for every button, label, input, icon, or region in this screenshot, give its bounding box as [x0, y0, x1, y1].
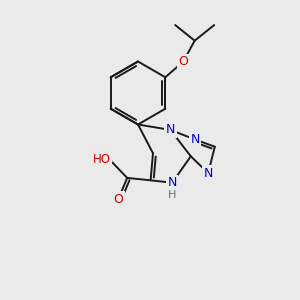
Text: N: N	[167, 176, 177, 189]
Text: N: N	[166, 123, 175, 136]
Text: O: O	[178, 55, 188, 68]
Text: O: O	[113, 193, 123, 206]
Text: HO: HO	[93, 153, 111, 166]
Text: N: N	[203, 167, 213, 180]
Text: N: N	[190, 133, 200, 146]
Text: H: H	[167, 190, 176, 200]
